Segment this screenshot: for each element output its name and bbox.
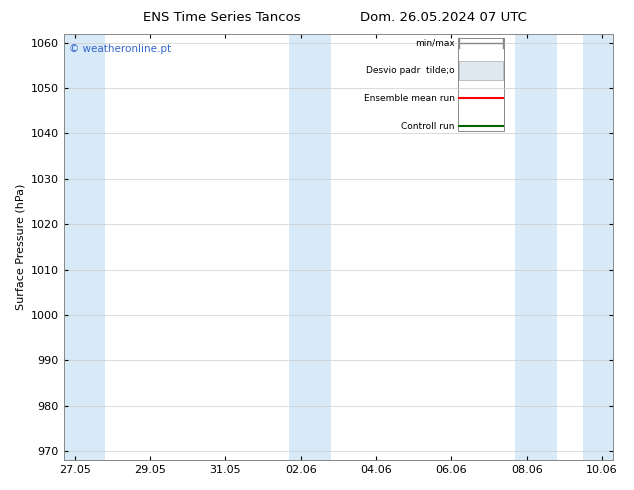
- Bar: [583, 34, 613, 460]
- Text: Controll run: Controll run: [401, 122, 455, 131]
- Bar: [290, 34, 331, 460]
- Text: min/max: min/max: [415, 39, 455, 48]
- Text: ENS Time Series Tancos: ENS Time Series Tancos: [143, 11, 301, 24]
- Bar: [63, 34, 105, 460]
- Bar: [460, 61, 503, 80]
- Text: Ensemble mean run: Ensemble mean run: [364, 94, 455, 103]
- Text: © weatheronline.pt: © weatheronline.pt: [69, 44, 171, 54]
- Bar: [458, 38, 504, 131]
- Y-axis label: Surface Pressure (hPa): Surface Pressure (hPa): [15, 184, 25, 310]
- Text: Dom. 26.05.2024 07 UTC: Dom. 26.05.2024 07 UTC: [360, 11, 527, 24]
- Bar: [515, 34, 557, 460]
- Text: Desvio padr  tilde;o: Desvio padr tilde;o: [366, 66, 455, 75]
